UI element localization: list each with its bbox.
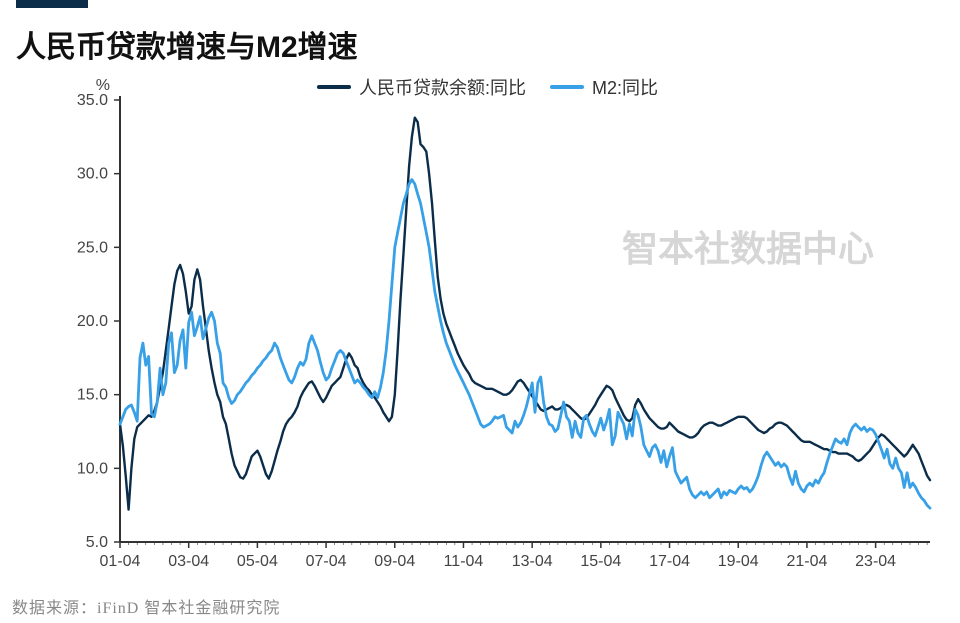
svg-text:25.0: 25.0: [77, 239, 108, 256]
svg-text:03-04: 03-04: [168, 553, 209, 570]
svg-text:15.0: 15.0: [77, 387, 108, 404]
svg-text:10.0: 10.0: [77, 460, 108, 477]
svg-text:05-04: 05-04: [237, 553, 278, 570]
legend-swatch-m2: [550, 85, 584, 89]
legend-swatch-loan: [317, 85, 351, 89]
chart-svg: 5.0 10.0 15.0 20.0 25.0 30.0 35.0% 01-04 03-04 05…: [62, 70, 932, 570]
svg-text:23-04: 23-04: [855, 553, 896, 570]
svg-text:15-04: 15-04: [580, 553, 621, 570]
svg-text:5.0: 5.0: [86, 534, 108, 551]
accent-bar: [16, 0, 88, 8]
legend-label-m2: M2:同比: [592, 74, 658, 100]
svg-text:11-04: 11-04: [444, 553, 484, 570]
svg-text:30.0: 30.0: [77, 166, 108, 183]
data-source-footer: 数据来源：iFinD 智本社金融研究院: [12, 594, 280, 618]
legend-item-m2: M2:同比: [550, 74, 658, 100]
svg-text:21-04: 21-04: [786, 553, 827, 570]
svg-text:09-04: 09-04: [374, 553, 415, 570]
svg-text:35.0: 35.0: [77, 92, 108, 109]
svg-text:01-04: 01-04: [100, 553, 141, 570]
svg-text:13-04: 13-04: [512, 553, 553, 570]
legend-item-loan: 人民币贷款余额:同比: [317, 74, 526, 100]
svg-text:17-04: 17-04: [649, 553, 690, 570]
chart-container: 智本社数据中心 人民币贷款余额:同比 M2:同比 5.010.015.020.0…: [62, 70, 932, 570]
svg-text:07-04: 07-04: [306, 553, 347, 570]
svg-text:%: %: [96, 77, 110, 94]
legend-label-loan: 人民币贷款余额:同比: [359, 74, 526, 100]
legend: 人民币贷款余额:同比 M2:同比: [317, 74, 658, 100]
svg-text:20.0: 20.0: [77, 313, 108, 330]
chart-title: 人民币贷款增速与M2增速: [16, 22, 358, 66]
svg-text:19-04: 19-04: [718, 553, 759, 570]
